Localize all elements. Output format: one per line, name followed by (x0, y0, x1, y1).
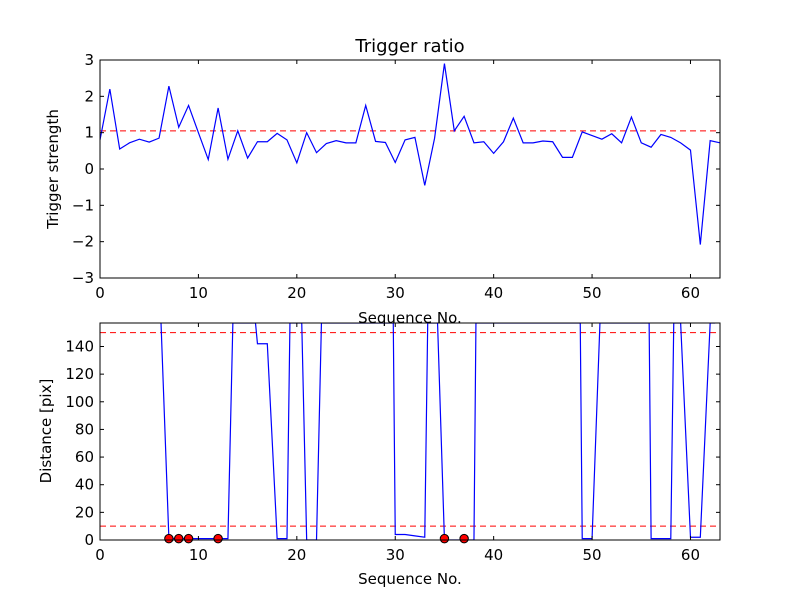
bottom-marker-point (213, 533, 223, 544)
bottom-marker-point (174, 533, 184, 544)
bottom-y-tick-label: 0 (84, 531, 94, 549)
bottom-y-tick-label: 140 (65, 337, 94, 355)
top-y-tick-label: 3 (84, 51, 94, 69)
bottom-y-axis-label: Distance [pix] (37, 379, 55, 484)
top-y-tick-label: 2 (84, 87, 94, 105)
top-plot-area: 0 10 20 30 40 50 60 −3 −2 −1 0 1 2 3 (72, 51, 721, 302)
top-x-tick-label: 30 (386, 284, 405, 302)
bottom-x-tick-label: 60 (681, 546, 700, 564)
bottom-x-tick-label: 10 (189, 546, 208, 564)
bottom-y-tick-label: 40 (75, 476, 94, 494)
top-subplot: Trigger ratio Trigger strength Sequence … (44, 36, 721, 327)
bottom-x-tick-label: 40 (484, 546, 503, 564)
top-chart-title: Trigger ratio (354, 36, 464, 57)
bottom-marker-point (183, 533, 194, 544)
bottom-y-tick-label: 80 (75, 420, 94, 438)
top-y-tick-label: −3 (72, 269, 94, 287)
bottom-series-line (160, 323, 716, 540)
bottom-marker-point (459, 533, 469, 544)
top-x-tick-label: 50 (583, 284, 602, 302)
top-x-tick-label: 60 (681, 284, 700, 302)
top-x-axis-label: Sequence No. (358, 309, 462, 327)
bottom-x-tick-label: 50 (583, 546, 602, 564)
top-x-tick-label: 20 (287, 284, 306, 302)
top-x-tick-label: 0 (95, 284, 105, 302)
bottom-x-axis-label: Sequence No. (358, 570, 462, 588)
bottom-x-tick-label: 0 (95, 546, 105, 564)
bottom-y-tick-label: 120 (65, 365, 94, 383)
top-x-tick-label: 40 (484, 284, 503, 302)
top-series-line (100, 63, 720, 245)
top-y-axis-label: Trigger strength (44, 109, 62, 230)
top-x-tick-label: 10 (189, 284, 208, 302)
bottom-marker-point (439, 533, 450, 544)
top-y-tick-label: 0 (84, 160, 94, 178)
top-y-tick-label: −2 (72, 233, 94, 251)
top-y-tick-label: −1 (72, 196, 94, 214)
bottom-y-tick-label: 20 (75, 503, 94, 521)
bottom-plot-area: 0 10 20 30 40 50 60 0 20 40 60 80 100 120 140 (65, 322, 721, 564)
bottom-marker-point (164, 533, 174, 544)
bottom-x-tick-label: 30 (386, 546, 405, 564)
top-y-tick-label: 1 (84, 124, 94, 142)
bottom-x-tick-label: 20 (287, 546, 306, 564)
bottom-y-tick-label: 60 (75, 448, 94, 466)
bottom-y-tick-label: 100 (65, 393, 94, 411)
bottom-subplot: Distance [pix] Sequence No. 0 10 20 30 40 50 6… (37, 322, 721, 588)
bottom-axes-frame (99, 322, 721, 541)
